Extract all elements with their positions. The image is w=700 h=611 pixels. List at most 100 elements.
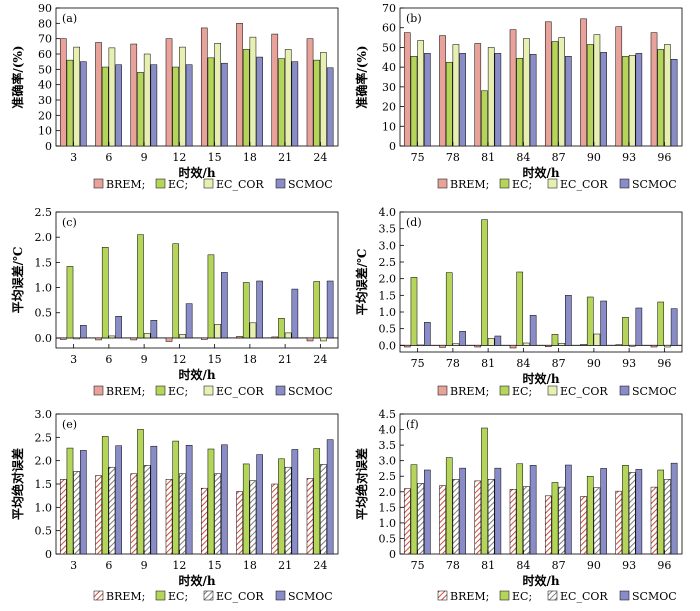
bar-scmoc-21 [291, 288, 299, 339]
y-tick-label: 0.0 [35, 332, 53, 345]
x-tick-label: 6 [105, 353, 112, 366]
legend: BREM; EC; EC_COR SCMOC [93, 590, 333, 603]
legend-label: SCMOC [632, 385, 677, 398]
y-tick-label: 4.5 [379, 408, 397, 421]
bar-ec-cor-15 [214, 43, 221, 147]
legend-swatch-scmoc [619, 178, 630, 189]
bar-brem-15 [200, 337, 208, 340]
bar-ec-3 [66, 266, 74, 339]
y-tick-label: 70 [382, 2, 396, 15]
bar-ec-21 [278, 318, 285, 339]
x-tick-label: 3 [70, 353, 77, 366]
bar-ec-cor-93 [628, 472, 636, 555]
bar-scmoc-24 [326, 67, 334, 147]
bar-ec-cor-12 [179, 473, 186, 555]
y-tick-label: 1.0 [379, 306, 397, 319]
legend-swatch-brem [93, 178, 104, 189]
plot-area [55, 211, 339, 349]
panel-label: (a) [62, 12, 77, 25]
plot-area [399, 413, 683, 555]
legend: BREM; EC; EC_COR SCMOC [437, 178, 677, 191]
legend-swatch-ec-cor [203, 590, 214, 601]
bar-brem-6 [95, 337, 102, 341]
bar-ec-cor-81 [487, 47, 495, 147]
bar-ec-78 [445, 272, 453, 346]
y-tick-label: 10 [382, 120, 396, 133]
bar-brem-81 [474, 345, 482, 348]
y-tick-label: 30 [38, 94, 52, 107]
bar-ec-24 [313, 59, 321, 147]
legend-swatch-ec [499, 178, 510, 189]
bar-ec-9 [137, 429, 144, 555]
bar-brem-96 [650, 345, 658, 348]
bar-ec-81 [481, 90, 488, 147]
y-tick-label: 2.0 [379, 486, 397, 499]
bar-ec-6 [101, 436, 109, 555]
bar-brem-24 [306, 478, 314, 555]
y-tick-label: 90 [38, 2, 52, 15]
y-tick-label: 3.0 [379, 239, 397, 252]
bar-ec-cor-3 [73, 471, 80, 555]
chart-panel-5: 0 0.5 1.0 1.5 2.0 2.5 3.0 3 6 9 12 15 18 21 24 (e) 时效/h 平… [10, 408, 339, 603]
panel-label: (c) [62, 216, 77, 229]
bar-ec-cor-12 [179, 46, 186, 147]
bar-ec-81 [481, 219, 488, 346]
bar-scmoc-15 [221, 444, 228, 555]
x-tick-label: 81 [481, 559, 495, 572]
y-tick-label: 50 [382, 41, 396, 54]
bar-brem-3 [59, 38, 67, 147]
bar-ec-75 [410, 464, 418, 555]
y-tick-label: 0.0 [379, 339, 397, 352]
bar-brem-90 [580, 344, 587, 346]
x-tick-label: 18 [243, 151, 257, 164]
bar-scmoc-21 [291, 61, 299, 147]
bar-brem-21 [271, 336, 279, 339]
chart-panel-4: 0.0 0.5 1.0 1.5 2.0 2.5 3.0 3.5 4.0 75 78 81 84 87 90 9… [354, 206, 683, 398]
bar-scmoc-24 [326, 439, 334, 555]
panel-label: (d) [406, 216, 422, 229]
bar-ec-cor-78 [452, 343, 460, 346]
bar-brem-75 [403, 345, 411, 348]
bar-scmoc-3 [80, 450, 87, 555]
x-tick-label: 6 [105, 151, 112, 164]
bar-ec-6 [101, 66, 109, 147]
bar-brem-93 [615, 344, 623, 346]
bar-ec-93 [622, 56, 629, 147]
bar-brem-84 [509, 345, 517, 349]
bar-ec-cor-90 [593, 34, 601, 147]
y-axis-label: 平均误差/℃ [10, 247, 25, 314]
y-tick-label: 0 [389, 140, 396, 153]
legend-swatch-scmoc [275, 590, 286, 601]
bar-brem-3 [59, 479, 67, 555]
bar-scmoc-87 [565, 464, 572, 555]
x-tick-label: 96 [657, 559, 671, 572]
bar-ec-cor-78 [452, 479, 460, 555]
x-axis-label: 时效/h [178, 573, 215, 588]
x-axis-label: 时效/h [178, 165, 215, 180]
bar-ec-75 [410, 56, 418, 147]
x-tick-label: 87 [552, 357, 566, 370]
y-axis-label: 平均绝对误差 [10, 448, 25, 520]
legend-label: EC; [168, 385, 188, 398]
bar-brem-84 [509, 29, 517, 147]
legend-swatch-brem [437, 385, 448, 396]
bar-ec-cor-15 [214, 324, 221, 339]
y-tick-label: 50 [38, 63, 52, 76]
y-tick-label: 2.5 [35, 206, 53, 219]
bar-ec-cor-12 [179, 334, 186, 339]
bar-brem-90 [580, 496, 587, 555]
x-tick-label: 93 [622, 559, 636, 572]
legend-swatch-brem [437, 590, 448, 601]
bar-ec-cor-84 [523, 38, 530, 147]
bar-ec-6 [101, 247, 109, 339]
legend-label: EC_COR [560, 590, 608, 603]
bar-ec-cor-6 [108, 47, 116, 147]
bar-ec-cor-75 [417, 344, 424, 347]
bar-brem-81 [474, 43, 482, 147]
legend-label: EC; [512, 590, 532, 603]
x-tick-label: 24 [313, 151, 327, 164]
bar-scmoc-6 [115, 64, 122, 147]
bar-scmoc-24 [326, 280, 334, 339]
bar-ec-75 [410, 277, 418, 346]
